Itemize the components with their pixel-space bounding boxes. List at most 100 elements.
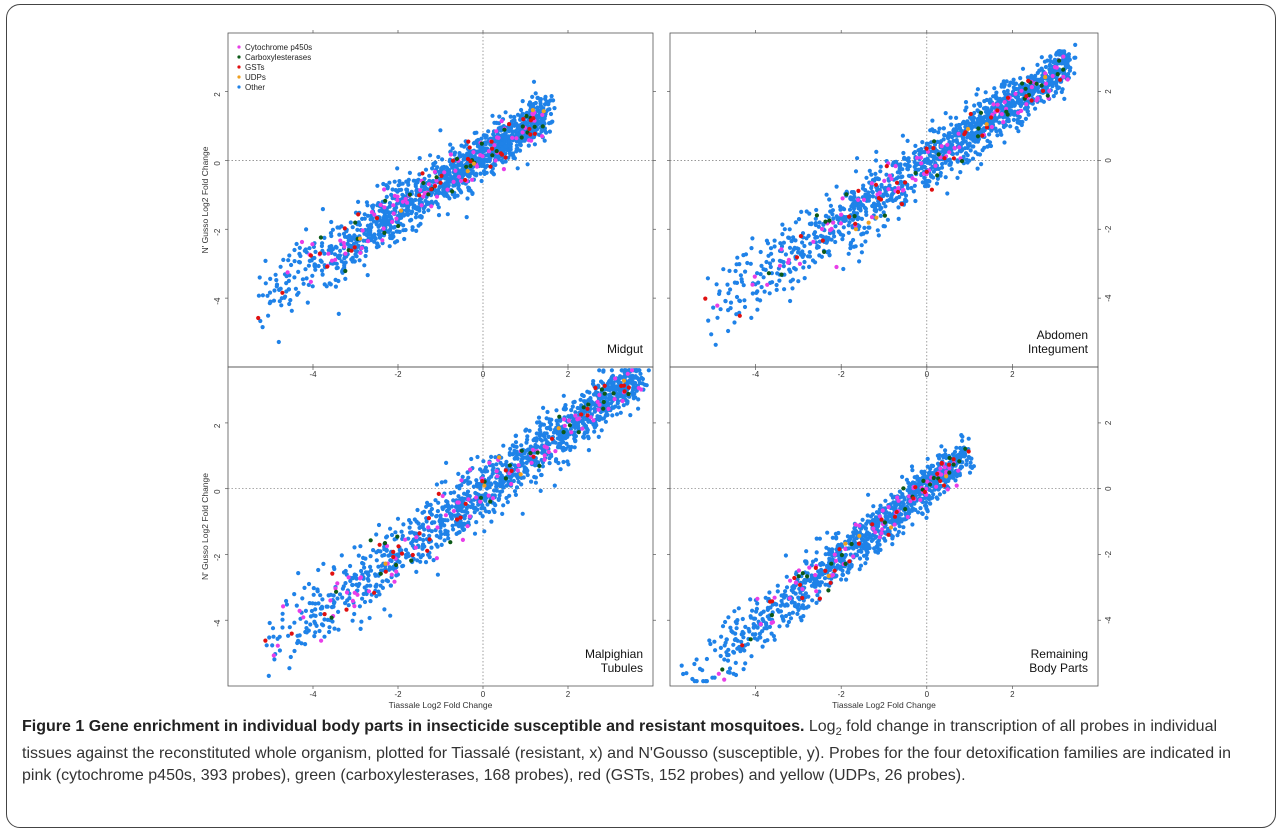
point-other (368, 564, 373, 570)
point-other (421, 209, 426, 215)
point-udps (541, 109, 546, 114)
point-p450 (343, 251, 348, 256)
point-other (277, 648, 282, 653)
point-other (525, 437, 530, 442)
point-other (435, 572, 440, 577)
point-other (867, 225, 872, 230)
point-other (420, 510, 425, 515)
point-p450 (366, 589, 372, 594)
point-other (780, 222, 785, 227)
point-other (884, 172, 889, 177)
point-other (389, 558, 394, 564)
point-other (717, 289, 722, 294)
point-other (942, 490, 947, 495)
legend-label-udps: UDPs (245, 73, 266, 82)
point-other (796, 250, 801, 255)
point-carboxylesterases (503, 476, 508, 481)
point-other (548, 111, 554, 117)
point-other (318, 612, 323, 617)
point-other (723, 298, 728, 304)
point-p450 (490, 496, 496, 501)
point-other (359, 568, 364, 574)
point-other (628, 413, 633, 418)
point-p450 (389, 572, 394, 577)
point-carboxylesterases (395, 534, 400, 539)
point-other (819, 254, 825, 259)
point-other (479, 506, 484, 511)
point-other (321, 623, 326, 628)
point-other (472, 510, 477, 515)
point-other (329, 244, 334, 249)
point-p450 (426, 525, 431, 530)
point-p450 (378, 202, 383, 207)
point-other (525, 434, 530, 439)
point-other (506, 125, 511, 130)
point-other (532, 436, 537, 441)
point-other (311, 592, 316, 597)
point-other (881, 224, 886, 229)
point-gsts (377, 542, 382, 547)
point-p450 (597, 402, 602, 407)
point-other (1073, 42, 1078, 48)
point-other (362, 212, 367, 217)
point-other (409, 211, 414, 216)
point-p450 (540, 112, 545, 117)
point-gsts (528, 132, 533, 137)
point-other (992, 86, 997, 91)
point-other (571, 400, 576, 405)
point-other (387, 201, 392, 206)
point-other (337, 225, 342, 230)
point-carboxylesterases (975, 134, 981, 139)
point-other (1023, 116, 1028, 121)
point-other (979, 119, 984, 124)
point-other (372, 232, 377, 237)
point-p450 (495, 135, 500, 140)
point-udps (874, 215, 879, 220)
point-other (351, 241, 357, 246)
point-other (732, 609, 737, 614)
point-other (636, 397, 641, 402)
point-other (397, 179, 402, 184)
point-other (985, 106, 990, 111)
point-other (833, 224, 838, 229)
point-other (520, 511, 525, 516)
point-other (476, 149, 481, 155)
point-other (289, 262, 294, 268)
point-other (957, 126, 963, 131)
point-carboxylesterases (519, 448, 524, 453)
point-other (408, 520, 413, 525)
point-other (388, 235, 393, 240)
point-other (720, 624, 726, 629)
x-tick-label: -2 (838, 370, 846, 379)
point-other (554, 408, 559, 413)
point-other (878, 213, 883, 218)
point-gsts (1005, 95, 1011, 100)
point-other (300, 596, 305, 601)
point-p450 (752, 274, 757, 279)
point-other (493, 162, 498, 168)
point-other (404, 204, 409, 209)
point-other (873, 171, 878, 176)
point-other (909, 185, 914, 191)
point-other (963, 100, 969, 105)
point-other (312, 262, 318, 267)
point-other (413, 215, 418, 220)
point-other (721, 267, 726, 272)
point-p450 (956, 131, 961, 136)
point-other (449, 514, 454, 519)
point-other (558, 418, 563, 423)
point-gsts (498, 151, 503, 156)
point-other (297, 245, 302, 250)
point-p450 (486, 493, 491, 498)
panel-label: Tubules (601, 661, 643, 675)
point-other (267, 290, 273, 295)
point-udps (471, 161, 476, 166)
point-other (429, 506, 434, 512)
point-other (542, 138, 547, 143)
point-other (412, 203, 417, 208)
point-other (850, 217, 856, 222)
point-other (508, 145, 513, 150)
point-other (519, 107, 524, 113)
point-other (836, 229, 841, 234)
